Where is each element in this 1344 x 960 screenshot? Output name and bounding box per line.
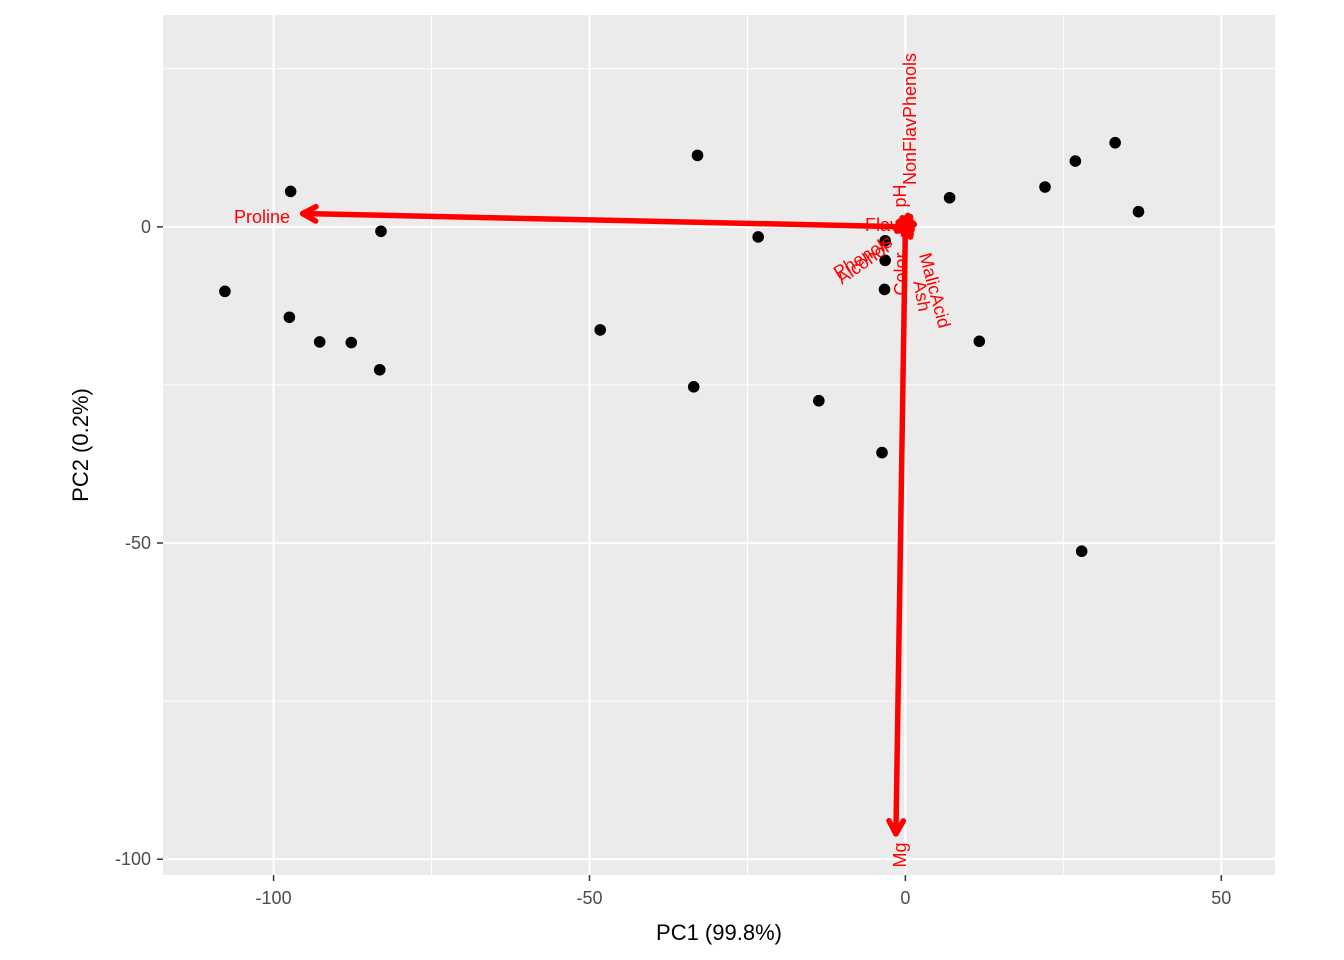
data-point <box>878 283 891 296</box>
minor-gridlines <box>163 15 1275 875</box>
data-point <box>879 234 891 247</box>
x-tick-label: -50 <box>576 888 602 908</box>
loading-label: Proline <box>234 207 290 227</box>
loading-arrows <box>299 203 917 837</box>
data-point <box>876 446 888 459</box>
x-tick-label: 0 <box>900 888 910 908</box>
data-point <box>375 225 387 238</box>
y-tick-label: -100 <box>115 849 151 869</box>
plot-panel <box>163 15 1275 875</box>
data-point <box>345 336 358 349</box>
loading-label: NonFlavPhenols <box>900 53 920 185</box>
y-axis-ticks: 0 -50 -100 <box>115 217 163 869</box>
loading-label: Mg <box>890 842 910 867</box>
data-point <box>284 185 297 198</box>
data-point <box>973 335 986 348</box>
data-point <box>283 311 296 324</box>
data-point <box>1069 155 1082 167</box>
data-point <box>691 149 704 162</box>
loading-arrowhead <box>886 817 907 837</box>
data-point <box>1132 205 1145 218</box>
data-point <box>943 191 956 204</box>
data-point <box>813 394 825 407</box>
loading-label: Color <box>891 252 911 295</box>
data-point <box>752 231 764 243</box>
data-point <box>1109 136 1121 149</box>
data-point <box>313 336 326 348</box>
data-point <box>1039 181 1051 193</box>
loading-label: Flav <box>865 215 899 235</box>
x-tick-label: -100 <box>256 888 292 908</box>
data-point <box>594 324 607 336</box>
x-axis-title: PC1 (99.8%) <box>656 920 782 945</box>
y-tick-label: 0 <box>141 217 151 237</box>
y-tick-label: -50 <box>125 533 151 553</box>
loading-label: pH <box>890 184 910 207</box>
loading-arrow <box>299 210 909 230</box>
data-point <box>879 254 891 267</box>
data-point <box>687 381 700 393</box>
loading-arrow <box>893 224 909 837</box>
major-gridlines <box>163 15 1275 875</box>
loading-arrowhead <box>894 218 914 239</box>
x-axis-ticks: -100 -50 0 50 <box>256 875 1231 908</box>
y-axis-title: PC2 (0.2%) <box>68 388 93 502</box>
loading-arrowhead <box>299 203 319 224</box>
x-tick-label: 50 <box>1211 888 1231 908</box>
score-points <box>219 136 1145 558</box>
data-point <box>219 285 231 298</box>
data-point <box>1075 545 1088 558</box>
data-point <box>373 363 386 376</box>
